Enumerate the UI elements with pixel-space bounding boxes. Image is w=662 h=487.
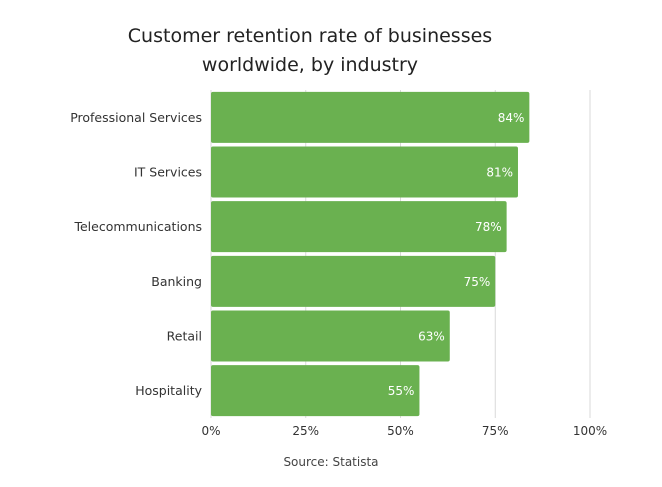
data-label: 63% (418, 330, 445, 344)
bar (211, 365, 420, 417)
bar (211, 146, 518, 198)
chart-source: Source: Statista (283, 455, 379, 469)
category-label: Retail (167, 329, 202, 344)
chart-title-line-1: Customer retention rate of businesses (127, 25, 493, 47)
bar (211, 310, 450, 362)
data-label: 55% (388, 384, 415, 398)
chart-title: Customer retention rate of businesses wo… (0, 22, 620, 80)
category-label: Telecommunications (73, 219, 202, 234)
x-tick-label: 0% (201, 424, 220, 438)
data-label: 81% (486, 166, 513, 180)
x-tick-label: 25% (292, 424, 319, 438)
x-tick-label: 75% (482, 424, 509, 438)
bar (211, 255, 496, 307)
category-label: Hospitality (135, 383, 202, 398)
data-label: 84% (498, 111, 525, 125)
x-tick-label: 100% (573, 424, 607, 438)
category-label: Banking (151, 274, 202, 289)
category-label: IT Services (134, 165, 202, 180)
chart-title-line-2: worldwide, by industry (201, 54, 419, 76)
bar (211, 91, 530, 143)
category-label: Professional Services (70, 110, 202, 125)
data-label: 75% (464, 275, 491, 289)
x-tick-label: 50% (387, 424, 414, 438)
data-label: 78% (475, 220, 502, 234)
bar (211, 201, 507, 253)
